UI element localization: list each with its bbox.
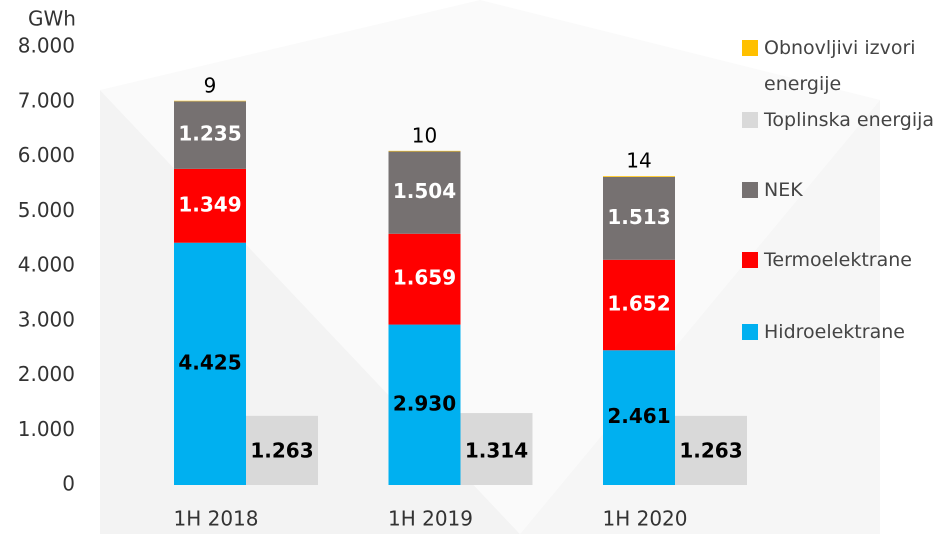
legend-item: NEK — [740, 172, 952, 208]
data-label: 1.349 — [178, 192, 241, 216]
bar-segment — [174, 168, 246, 243]
bar — [675, 415, 747, 485]
bar-segment — [603, 176, 675, 260]
data-label: 1.263 — [250, 439, 313, 463]
data-label: 14 — [626, 149, 651, 173]
background-shape — [100, 0, 880, 534]
legend-label: Termoelektrane — [764, 249, 912, 271]
data-label: 1.659 — [393, 266, 456, 290]
bar-segment — [388, 324, 461, 485]
y-tick-label: 8.000 — [18, 34, 75, 58]
bar — [246, 415, 318, 485]
y-tick-label: 5.000 — [18, 198, 75, 222]
y-tick-label: 4.000 — [18, 253, 75, 277]
data-label: 1.235 — [178, 122, 241, 146]
legend-swatch — [742, 40, 758, 56]
x-tick-label: 1H 2020 — [602, 507, 687, 531]
legend-item: Termoelektrane — [740, 242, 952, 278]
bar-segment — [603, 259, 675, 351]
bar-segment — [603, 176, 675, 177]
data-label: 2.930 — [393, 391, 456, 415]
legend-swatch — [742, 182, 758, 198]
x-tick-label: 1H 2019 — [388, 507, 473, 531]
x-tick-label: 1H 2018 — [173, 507, 258, 531]
legend-label: NEK — [764, 179, 803, 201]
legend-label: Obnovljivi izvori energije — [764, 37, 916, 95]
data-label: 9 — [204, 73, 217, 97]
legend-label: Hidroelektrane — [764, 321, 905, 343]
data-label: 1.652 — [607, 292, 670, 316]
bar-segment — [388, 150, 461, 152]
legend-label: Toplinska energija — [764, 109, 935, 131]
y-tick-label: 7.000 — [18, 88, 75, 112]
y-tick-label: 2.000 — [18, 362, 75, 386]
bar-segment — [388, 233, 461, 325]
data-label: 1.314 — [465, 439, 528, 463]
data-label: 10 — [412, 123, 437, 147]
legend-item: Hidroelektrane — [740, 314, 952, 350]
y-tick-label: 3.000 — [18, 307, 75, 331]
data-label: 2.461 — [607, 404, 670, 428]
bar — [460, 413, 533, 485]
legend-swatch — [742, 252, 758, 268]
y-tick-label: 6.000 — [18, 143, 75, 167]
legend-item: Toplinska energija — [740, 102, 952, 138]
bar-segment — [388, 151, 461, 234]
y-unit: GWh — [28, 7, 76, 31]
legend-swatch — [742, 112, 758, 128]
data-label: 1.263 — [679, 439, 742, 463]
y-tick-label: 0 — [62, 472, 75, 496]
bar-segment — [603, 350, 675, 485]
bar-segment — [174, 242, 246, 485]
legend-item: Obnovljivi izvori energije — [740, 30, 952, 102]
y-tick-label: 1.000 — [18, 417, 75, 441]
legend-swatch — [742, 324, 758, 340]
data-label: 1.504 — [393, 179, 456, 203]
data-label: 1.513 — [607, 205, 670, 229]
bar-segment — [174, 101, 246, 169]
data-label: 4.425 — [178, 350, 241, 374]
